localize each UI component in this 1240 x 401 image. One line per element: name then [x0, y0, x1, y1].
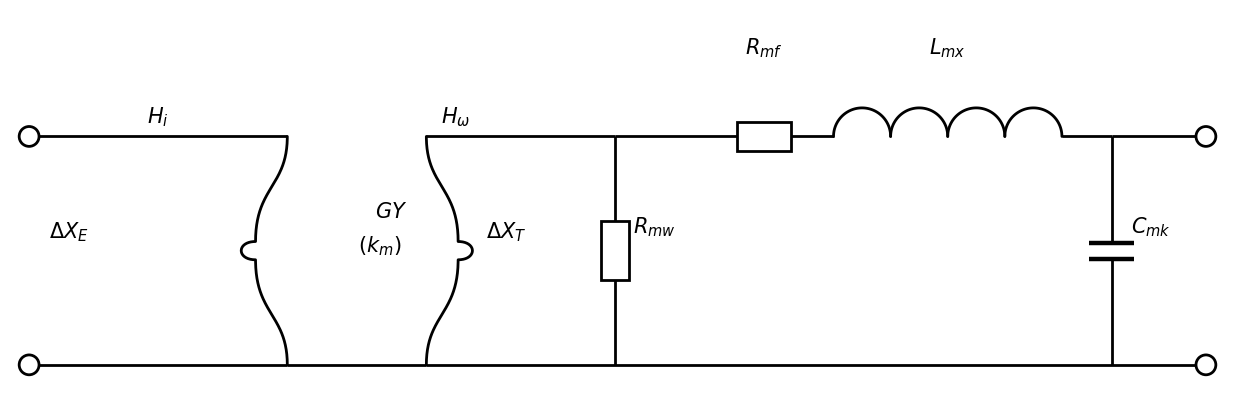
Text: $C_{mk}$: $C_{mk}$ [1131, 215, 1172, 238]
Circle shape [1197, 127, 1216, 147]
Bar [601, 221, 629, 281]
Circle shape [19, 355, 38, 375]
Text: $H_{\omega}$: $H_{\omega}$ [441, 105, 471, 129]
Text: $H_i$: $H_i$ [148, 105, 169, 129]
Bar [737, 122, 791, 152]
Text: $R_{mf}$: $R_{mf}$ [745, 36, 782, 60]
Text: $R_{mw}$: $R_{mw}$ [634, 215, 676, 238]
Circle shape [1197, 355, 1216, 375]
Text: $L_{mx}$: $L_{mx}$ [930, 36, 966, 60]
Text: $\Delta X_E$: $\Delta X_E$ [48, 219, 89, 243]
Text: $GY$: $GY$ [376, 201, 408, 221]
Text: $(k_m)$: $(k_m)$ [358, 234, 402, 258]
Text: $\Delta X_T$: $\Delta X_T$ [486, 219, 526, 243]
Circle shape [19, 127, 38, 147]
